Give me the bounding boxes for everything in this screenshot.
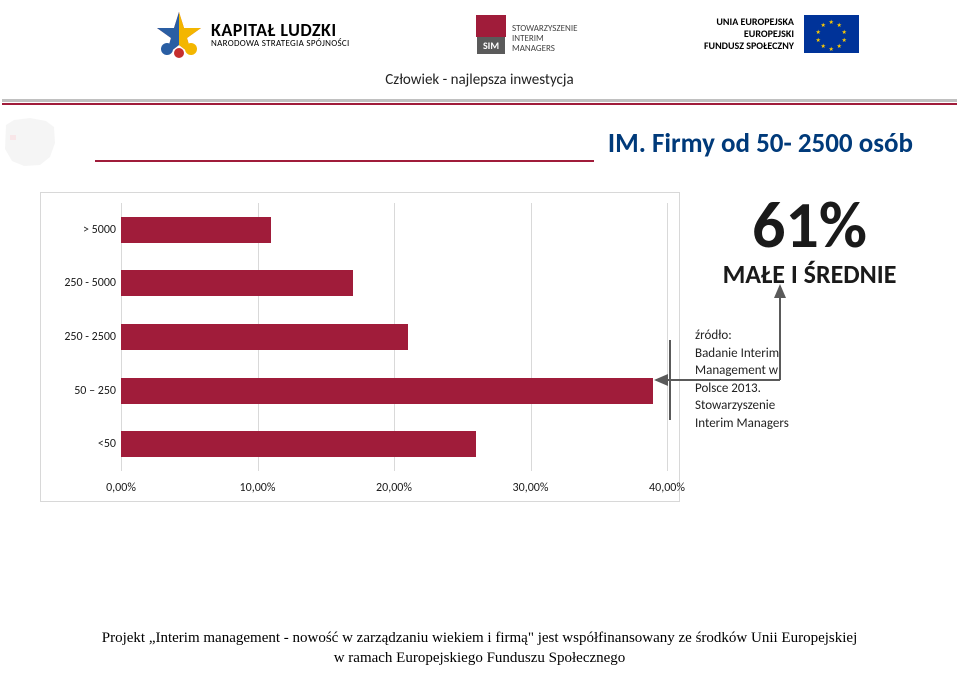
stat-value: 61% <box>700 192 919 258</box>
header: KAPITAŁ LUDZKI NARODOWA STRATEGIA SPÓJNO… <box>0 0 959 63</box>
kapital-ludzki-logo: KAPITAŁ LUDZKI NARODOWA STRATEGIA SPÓJNO… <box>155 10 350 58</box>
footer: Projekt „Interim management - nowość w z… <box>0 628 959 669</box>
y-axis-label: <50 <box>41 437 116 451</box>
page-title: IM. Firmy od 50- 2500 osób <box>594 127 919 162</box>
x-axis-label: 20,00% <box>376 481 412 495</box>
chart-bar <box>121 324 408 350</box>
eu-line3: FUNDUSZ SPOŁECZNY <box>704 40 794 52</box>
source-l5: Stowarzyszenie <box>695 397 865 415</box>
source-l2: Badanie Interim <box>695 345 865 363</box>
source-l4: Polsce 2013. <box>695 380 865 398</box>
title-underline <box>95 130 594 162</box>
sim-flag-icon <box>476 15 506 37</box>
footer-l1: Projekt „Interim management - nowość w z… <box>0 628 959 648</box>
source-l1: źródło: <box>695 327 865 345</box>
tagline: Człowiek - najlepsza inwestycja <box>0 63 959 95</box>
kapital-title: KAPITAŁ LUDZKI <box>211 21 350 39</box>
sim-line3: MANAGERS <box>512 44 577 54</box>
chart-bar <box>121 431 476 457</box>
chart-source: źródło: Badanie Interim Management w Pol… <box>695 327 865 432</box>
y-axis-label: 250 - 5000 <box>41 276 116 290</box>
x-axis-label: 10,00% <box>240 481 276 495</box>
chart-bar <box>121 378 653 404</box>
source-l3: Management w <box>695 362 865 380</box>
kapital-star-icon <box>155 10 203 58</box>
y-axis-label: 250 - 2500 <box>41 330 116 344</box>
eu-flag-icon: ★★ ★★ ★★ ★★ ★★ <box>804 15 859 53</box>
footer-l2: w ramach Europejskiego Funduszu Społeczn… <box>0 648 959 668</box>
divider <box>0 95 959 107</box>
chart-bar <box>121 270 353 296</box>
poland-map-icon <box>0 115 58 169</box>
eu-logo: UNIA EUROPEJSKA EUROPEJSKI FUNDUSZ SPOŁE… <box>704 15 859 53</box>
source-l6: Interim Managers <box>695 415 865 433</box>
y-axis-label: 50 – 250 <box>41 384 116 398</box>
y-axis-label: > 5000 <box>41 223 116 237</box>
x-axis-label: 0,00% <box>106 481 136 495</box>
chart-bar <box>121 217 271 243</box>
sim-logo: SIM STOWARZYSZENIE INTERIM MANAGERS <box>476 15 577 54</box>
x-axis-label: 30,00% <box>513 481 549 495</box>
company-size-chart: 0,00%10,00%20,00%30,00%40,00%> 5000250 -… <box>40 192 680 502</box>
sim-label: SIM <box>477 37 505 54</box>
kapital-subtitle: NARODOWA STRATEGIA SPÓJNOŚCI <box>211 39 350 48</box>
